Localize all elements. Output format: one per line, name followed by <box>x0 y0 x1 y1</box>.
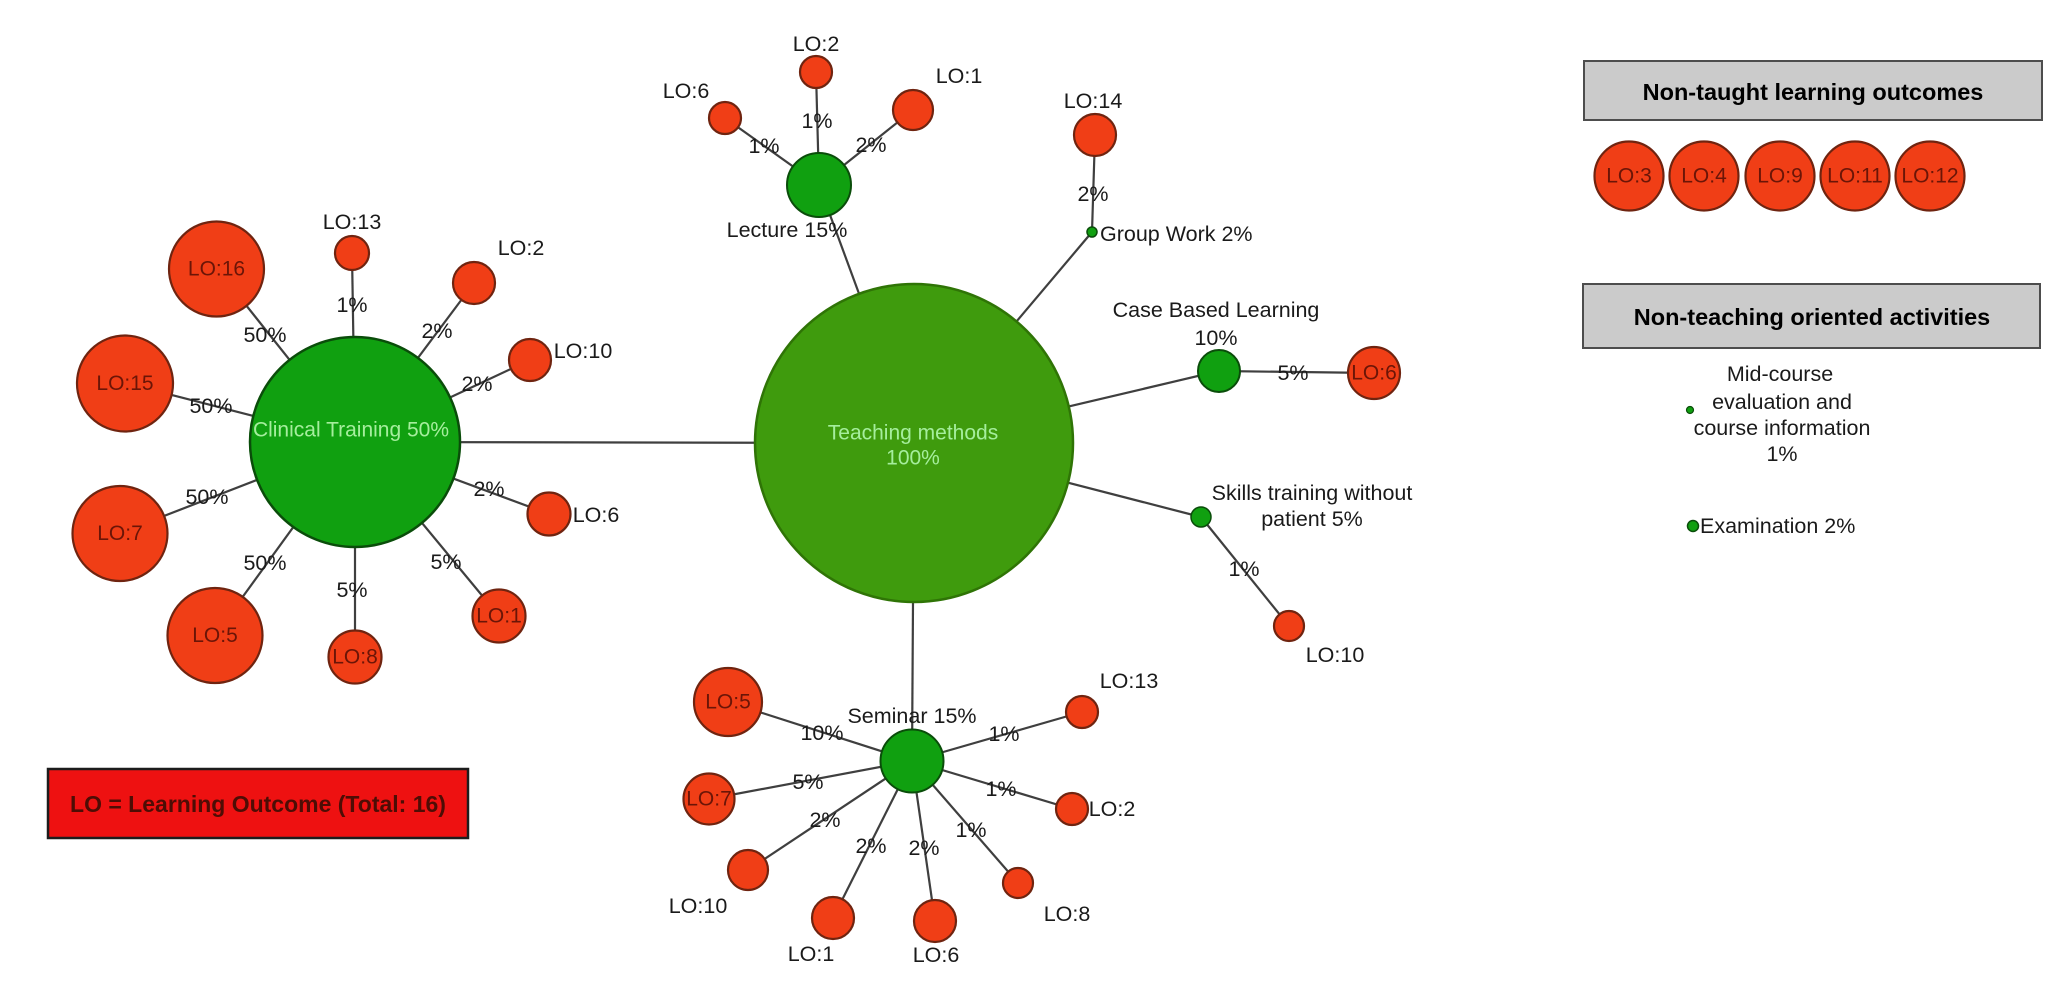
svg-text:1%: 1% <box>1766 442 1797 466</box>
svg-text:LO:6: LO:6 <box>1351 362 1397 385</box>
svg-text:5%: 5% <box>792 770 823 794</box>
svg-text:10%: 10% <box>1194 326 1237 350</box>
svg-text:1%: 1% <box>1228 557 1259 581</box>
svg-text:Case Based Learning: Case Based Learning <box>1113 298 1320 322</box>
svg-text:LO:6: LO:6 <box>913 943 960 967</box>
svg-text:1%: 1% <box>985 777 1016 801</box>
svg-text:50%: 50% <box>185 485 228 509</box>
svg-text:Seminar 15%: Seminar 15% <box>847 704 976 728</box>
svg-text:LO:8: LO:8 <box>332 646 378 669</box>
svg-text:2%: 2% <box>908 836 939 860</box>
svg-text:10%: 10% <box>800 721 843 745</box>
svg-text:5%: 5% <box>1277 361 1308 385</box>
svg-text:2%: 2% <box>461 372 492 396</box>
svg-text:LO:5: LO:5 <box>705 691 751 714</box>
svg-text:LO:14: LO:14 <box>1064 89 1123 113</box>
svg-text:LO:9: LO:9 <box>1757 165 1803 188</box>
svg-text:1%: 1% <box>748 134 779 158</box>
svg-text:LO:3: LO:3 <box>1606 165 1652 188</box>
svg-text:Non-teaching oriented activiti: Non-teaching oriented activities <box>1634 304 1990 330</box>
svg-text:LO:2: LO:2 <box>793 32 840 56</box>
svg-text:LO:7: LO:7 <box>97 522 143 545</box>
svg-text:1%: 1% <box>988 722 1019 746</box>
svg-text:Skills training without: Skills training without <box>1212 481 1413 505</box>
svg-text:Clinical Training 50%: Clinical Training 50% <box>253 419 449 442</box>
svg-text:LO:5: LO:5 <box>192 624 238 647</box>
svg-text:LO = Learning Outcome (Total:: LO = Learning Outcome (Total: 16) <box>70 791 446 817</box>
svg-text:Lecture 15%: Lecture 15% <box>727 218 848 242</box>
svg-text:5%: 5% <box>336 578 367 602</box>
svg-text:LO:13: LO:13 <box>1100 669 1159 693</box>
svg-text:LO:13: LO:13 <box>323 210 382 234</box>
svg-text:Examination 2%: Examination 2% <box>1700 514 1855 538</box>
svg-text:50%: 50% <box>189 394 232 418</box>
svg-text:Mid-course: Mid-course <box>1727 362 1833 386</box>
svg-text:1%: 1% <box>801 109 832 133</box>
svg-text:2%: 2% <box>1077 182 1108 206</box>
svg-text:LO:11: LO:11 <box>1827 165 1883 188</box>
svg-text:LO:6: LO:6 <box>573 503 620 527</box>
svg-text:LO:2: LO:2 <box>1089 797 1136 821</box>
svg-text:patient 5%: patient 5% <box>1261 507 1363 531</box>
svg-text:LO:2: LO:2 <box>498 236 545 260</box>
svg-text:Teaching methods: Teaching methods <box>828 422 998 445</box>
svg-text:course information: course information <box>1694 416 1871 440</box>
svg-text:2%: 2% <box>809 808 840 832</box>
svg-text:5%: 5% <box>430 550 461 574</box>
svg-text:LO:8: LO:8 <box>1044 902 1091 926</box>
svg-text:LO:1: LO:1 <box>788 942 835 966</box>
svg-text:LO:10: LO:10 <box>669 894 728 918</box>
svg-text:LO:15: LO:15 <box>96 372 153 395</box>
svg-text:LO:6: LO:6 <box>663 79 710 103</box>
svg-text:LO:10: LO:10 <box>554 339 613 363</box>
svg-text:2%: 2% <box>473 477 504 501</box>
svg-text:Non-taught learning outcomes: Non-taught learning outcomes <box>1643 79 1984 105</box>
svg-text:1%: 1% <box>955 818 986 842</box>
svg-text:100%: 100% <box>886 447 940 470</box>
svg-text:2%: 2% <box>855 834 886 858</box>
svg-text:1%: 1% <box>336 293 367 317</box>
svg-text:Group Work 2%: Group Work 2% <box>1100 222 1253 246</box>
svg-text:LO:1: LO:1 <box>476 605 522 628</box>
svg-text:2%: 2% <box>855 133 886 157</box>
svg-text:LO:1: LO:1 <box>936 64 983 88</box>
svg-text:LO:7: LO:7 <box>686 788 732 811</box>
svg-text:evaluation and: evaluation and <box>1712 390 1852 414</box>
svg-text:2%: 2% <box>421 319 452 343</box>
svg-text:50%: 50% <box>243 323 286 347</box>
svg-text:LO:4: LO:4 <box>1681 165 1727 188</box>
svg-text:LO:12: LO:12 <box>1901 165 1958 188</box>
svg-text:50%: 50% <box>243 551 286 575</box>
svg-text:LO:10: LO:10 <box>1306 643 1365 667</box>
svg-text:LO:16: LO:16 <box>188 258 245 281</box>
